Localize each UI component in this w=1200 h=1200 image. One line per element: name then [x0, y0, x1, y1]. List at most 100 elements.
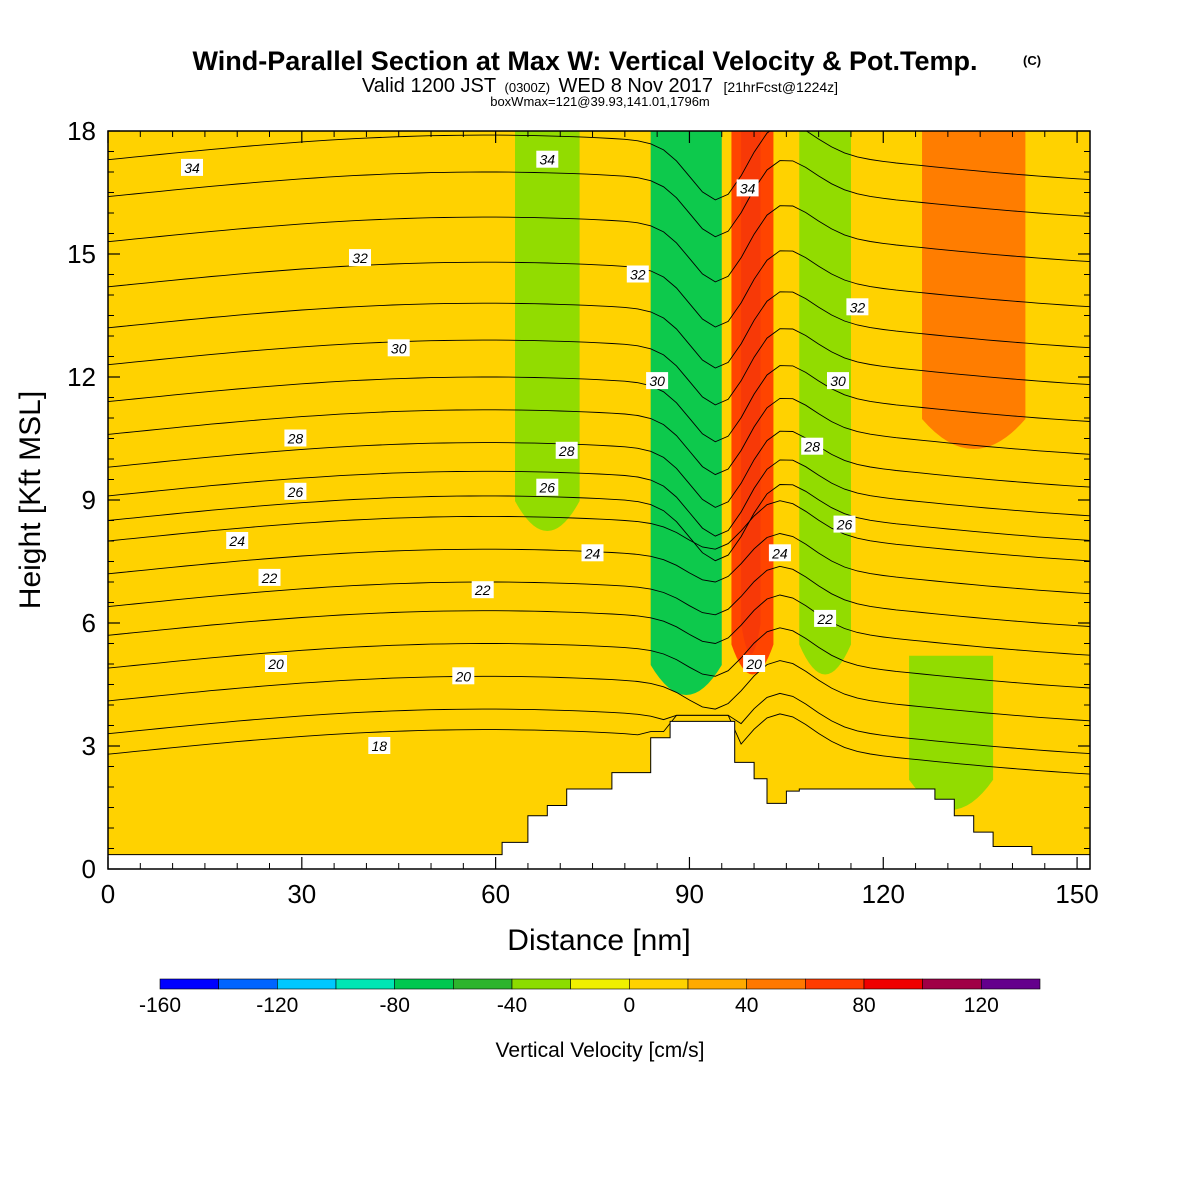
subtitle-utc: (0300Z) [505, 80, 551, 95]
colorbar-swatch [629, 978, 689, 990]
contour-label: 34 [736, 179, 759, 197]
colorbar-tick-label: -80 [380, 994, 410, 1017]
y-tick-label: 3 [82, 731, 96, 761]
contour-label: 20 [452, 667, 475, 685]
x-tick-label: 120 [862, 879, 905, 909]
theta-contour-line [108, 328, 1090, 406]
contour-label: 30 [827, 372, 849, 390]
plot-area: 34 34 34 32 32 32 30 30 30 28 28 28 26 26 26 24 24 24 22 22… [108, 131, 1090, 869]
theta-contour-labels: 34 34 34 32 32 32 30 30 30 28 28 28 26 26 26 24 24 24 22 22… [181, 150, 869, 754]
colorbar-swatch [570, 978, 630, 990]
svg-text:26: 26 [287, 484, 304, 500]
contour-label: 30 [646, 372, 669, 390]
svg-text:20: 20 [267, 656, 284, 672]
y-tick-label: 15 [67, 239, 96, 269]
contour-label: 34 [536, 150, 559, 168]
svg-text:24: 24 [771, 545, 788, 561]
theta-contour-line [108, 594, 1090, 656]
theta-contour-line [108, 160, 1090, 238]
contour-label: 28 [284, 429, 307, 447]
colorbar-tick-label: 0 [623, 994, 635, 1017]
contour-label: 32 [846, 298, 869, 316]
svg-text:34: 34 [740, 180, 756, 196]
x-axis-label: Distance [nm] [507, 924, 690, 957]
colorbar-label: Vertical Velocity [cm/s] [496, 1039, 705, 1062]
theta-contour-line [108, 459, 1090, 537]
svg-text:34: 34 [184, 160, 200, 176]
svg-text:28: 28 [558, 443, 575, 459]
contour-label: 24 [226, 532, 249, 549]
x-tick-label: 90 [675, 879, 704, 909]
svg-text:32: 32 [630, 267, 646, 283]
theta-contour-line [108, 660, 1090, 722]
svg-text:32: 32 [850, 299, 866, 315]
contour-label: 20 [265, 655, 287, 672]
theta-contour-line [108, 713, 1090, 775]
contour-label: 32 [626, 265, 649, 283]
colorbar-swatch [922, 978, 982, 990]
colorbar-swatch [277, 978, 337, 990]
svg-text:26: 26 [539, 480, 556, 496]
contour-label: 26 [833, 515, 856, 533]
colorbar-tick-label: 120 [964, 994, 999, 1017]
svg-text:30: 30 [649, 373, 665, 389]
svg-text:22: 22 [816, 611, 833, 627]
subtitle-main: Valid 1200 JST [362, 75, 496, 97]
svg-text:24: 24 [228, 533, 245, 549]
theta-contour-line [108, 291, 1090, 369]
title-mark: (C) [1023, 53, 1041, 68]
theta-contour-line [108, 565, 1090, 627]
contour-label: 28 [801, 437, 824, 455]
y-tick-label: 9 [82, 485, 96, 515]
contour-label: 24 [581, 544, 604, 562]
contour-label: 32 [349, 249, 371, 267]
theta-contour-line [108, 627, 1090, 689]
subtitle-date: WED 8 Nov 2017 [559, 75, 714, 97]
contour-label: 26 [536, 478, 559, 496]
x-tick-label: 60 [481, 879, 510, 909]
y-tick-label: 0 [82, 854, 96, 884]
colorbar-swatch [453, 978, 513, 990]
contour-label: 30 [387, 339, 410, 357]
contour-label: 26 [284, 482, 307, 500]
box-info: boxWmax=121@39.93,141.01,1796m [490, 94, 710, 109]
colorbar-swatch [335, 978, 395, 990]
svg-text:34: 34 [540, 152, 556, 168]
svg-text:20: 20 [745, 656, 762, 672]
colorbar-swatch [746, 978, 806, 990]
subtitle-fcst: [21hrFcst@1224z] [723, 79, 838, 95]
contour-label: 22 [814, 609, 837, 627]
y-tick-label: 12 [67, 362, 96, 392]
svg-text:30: 30 [391, 340, 407, 356]
velocity-field [515, 131, 1026, 810]
contour-label: 20 [743, 655, 766, 672]
theta-contours [108, 131, 1090, 775]
colorbar: -160 -120 -80 -40 0 40 80 120 [139, 978, 1041, 1017]
colorbar-swatch [511, 978, 571, 990]
contour-label: 34 [181, 158, 203, 176]
terrain-mask [108, 720, 1090, 869]
colorbar-tick-label: 80 [852, 994, 875, 1017]
theta-contour-line [108, 397, 1090, 476]
y-tick-label: 6 [82, 608, 96, 638]
svg-text:28: 28 [287, 431, 304, 447]
colorbar-swatch [394, 978, 454, 990]
chart-title: Wind-Parallel Section at Max W: Vertical… [193, 46, 978, 76]
x-tick-label: 0 [101, 879, 115, 909]
velocity-band [731, 131, 774, 675]
svg-text:22: 22 [474, 582, 491, 598]
y-axis-label: Height [Kft MSL] [14, 391, 47, 609]
svg-text:32: 32 [352, 250, 368, 266]
svg-text:24: 24 [584, 545, 601, 561]
contour-label: 24 [768, 544, 791, 562]
x-axis: 0 30 60 90 120 150 [101, 131, 1099, 909]
colorbar-tick-label: -120 [256, 994, 298, 1017]
theta-contour-line [108, 250, 1090, 328]
colorbar-swatch [805, 978, 865, 990]
colorbar-swatch [687, 978, 747, 990]
colorbar-tick-label: -160 [139, 994, 181, 1017]
colorbar-swatch [218, 978, 278, 990]
svg-text:18: 18 [372, 738, 388, 754]
theta-contour-line [108, 692, 1090, 755]
